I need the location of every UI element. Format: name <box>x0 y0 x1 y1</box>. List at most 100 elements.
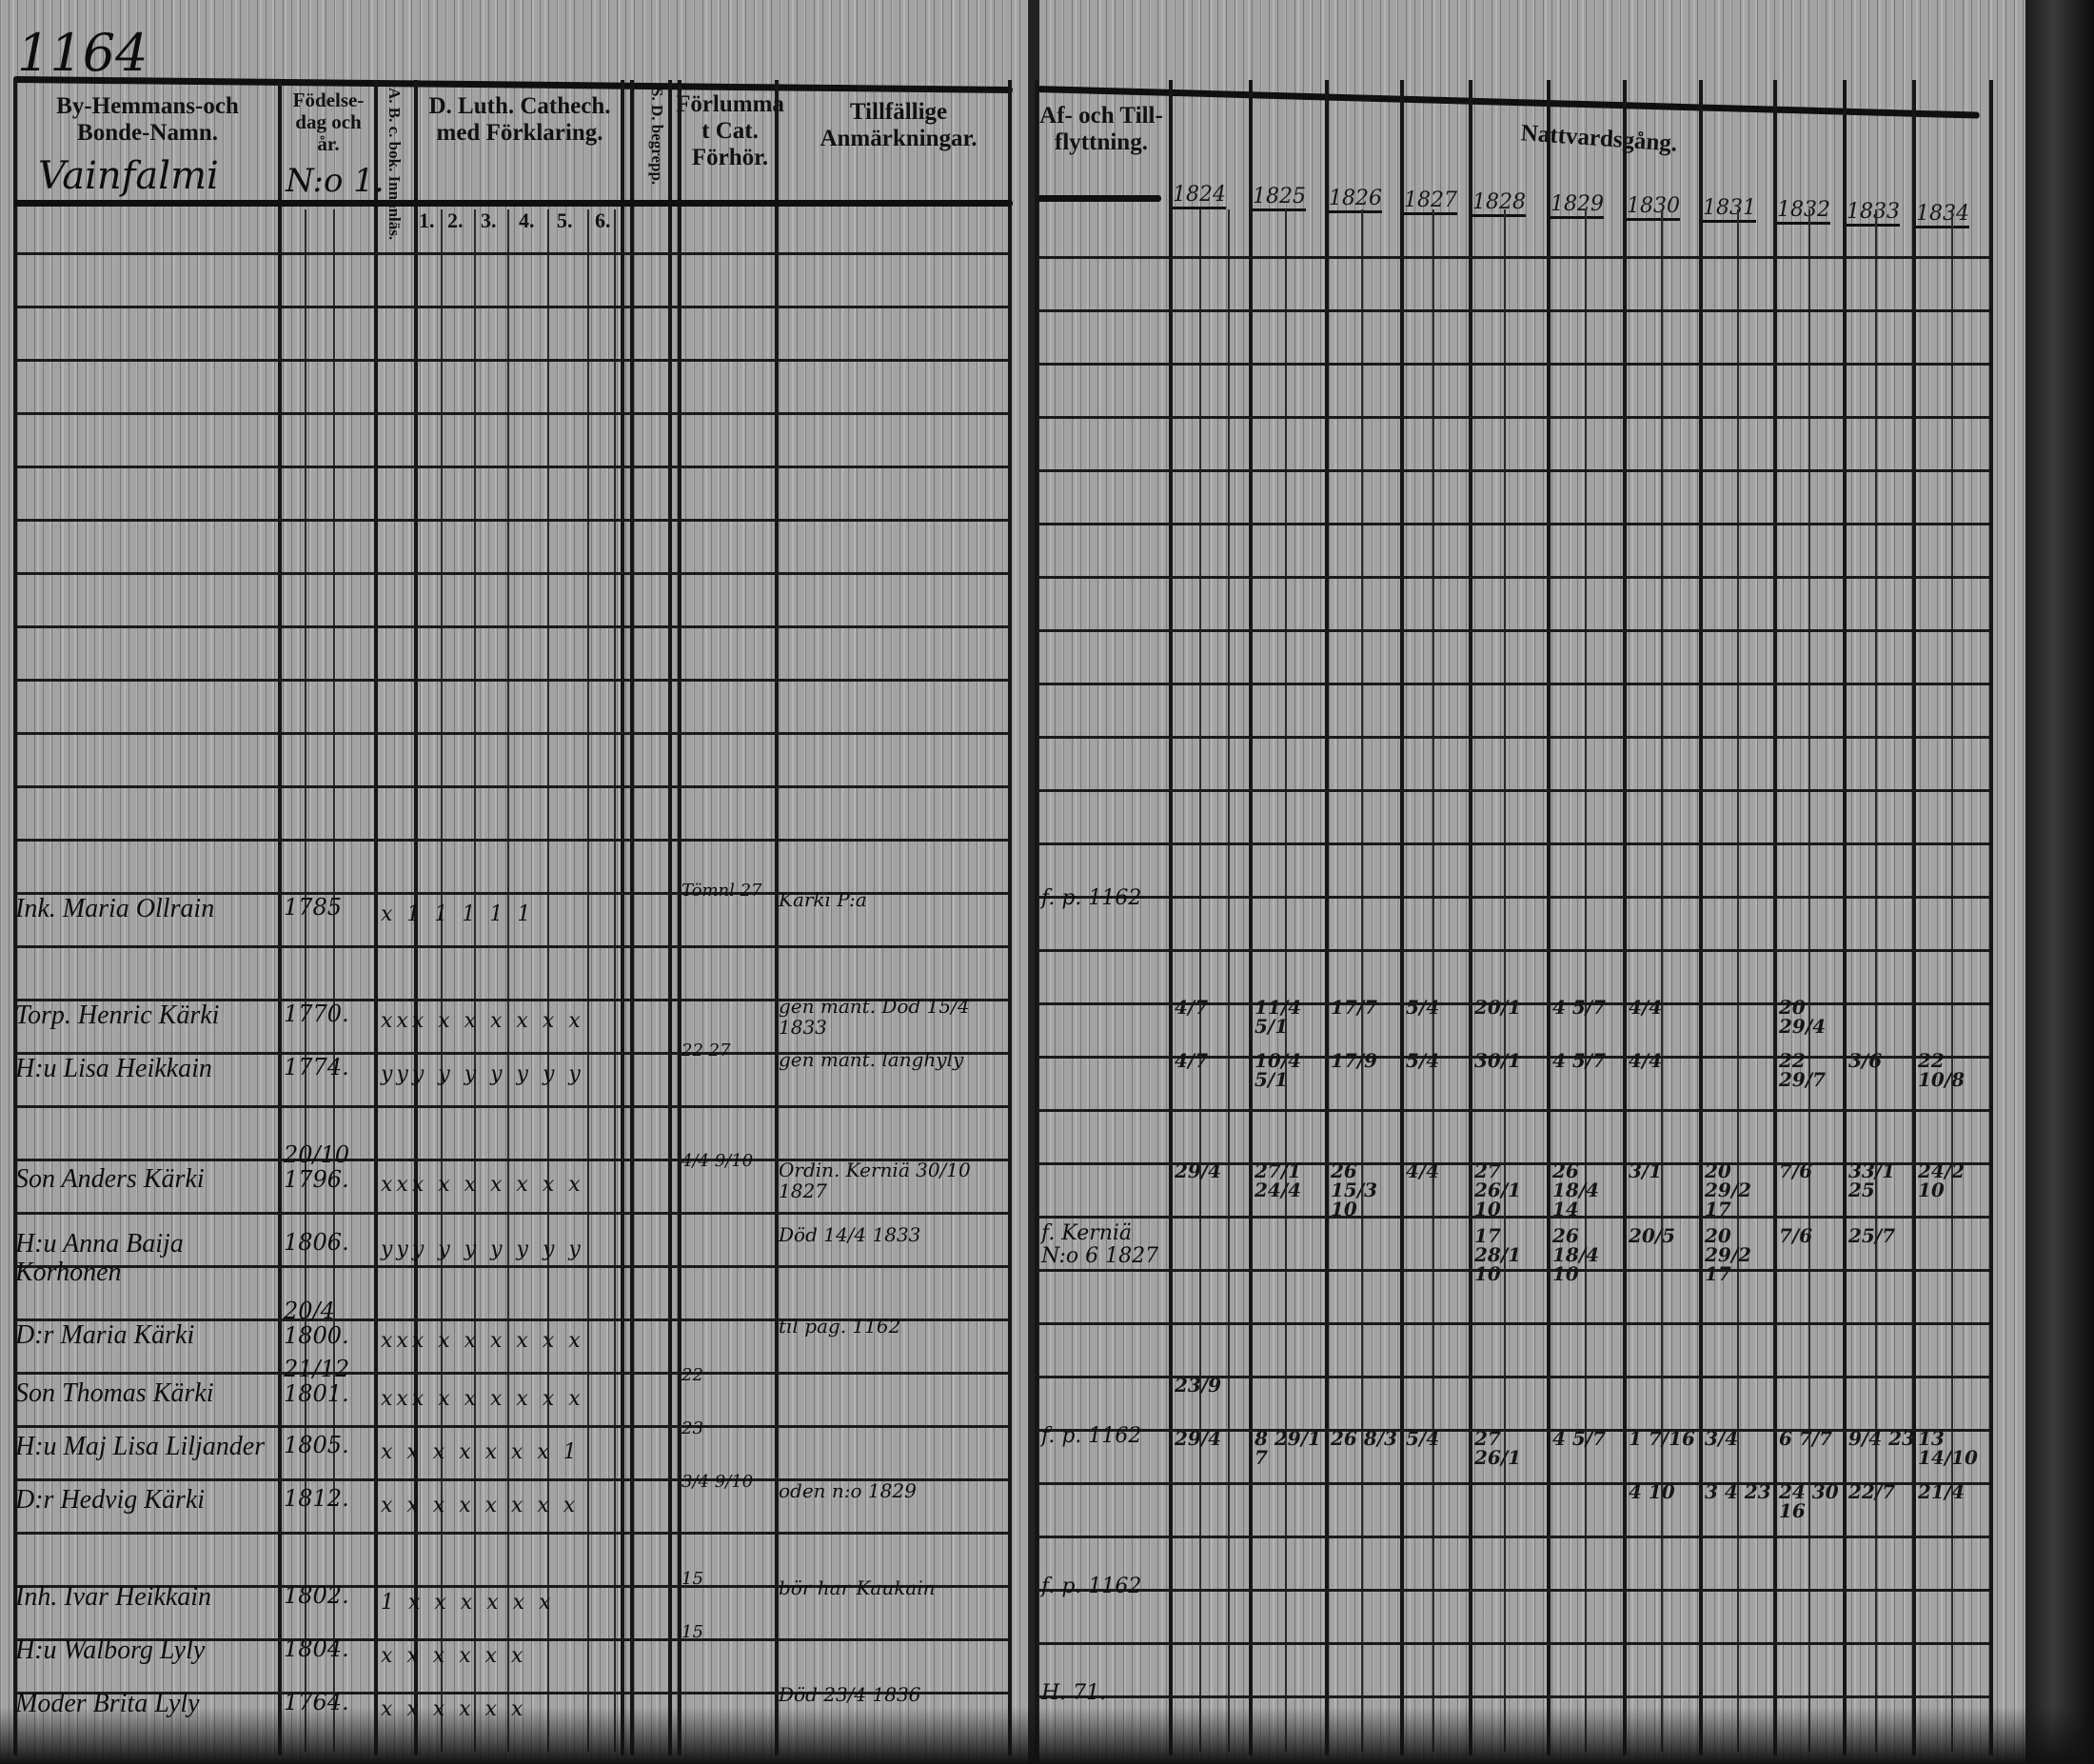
column-rule <box>1623 80 1627 1755</box>
column-rule <box>1249 80 1253 1755</box>
header-moving: Af- och Till-flyttning. <box>1039 103 1163 155</box>
row-rule <box>13 839 1008 842</box>
remark: oden n:o 1829 <box>779 1479 917 1502</box>
row-rule <box>13 1372 1008 1375</box>
catechism-subcol-label: 1. <box>419 208 435 232</box>
column-subrule <box>474 209 476 1752</box>
row-rule <box>13 999 1008 1001</box>
row-rule <box>1037 416 1989 419</box>
catechism-subcol-label: 4. <box>519 208 535 232</box>
row-rule <box>13 252 1008 255</box>
column-subrule <box>1737 209 1739 1752</box>
column-rule <box>775 80 779 1755</box>
column-rule <box>1325 80 1329 1755</box>
catechism-marks: x x x x x x x 1 <box>381 1440 581 1464</box>
row-rule <box>1037 256 1989 259</box>
header-catechism: D. Luth. Cathech. med Förklaring. <box>428 93 611 146</box>
communion-date: 9/4 23 <box>1848 1427 1915 1450</box>
column-subrule <box>547 209 549 1752</box>
row-rule <box>1037 896 1989 899</box>
column-rule <box>1843 80 1847 1755</box>
column-rule <box>621 80 624 1755</box>
communion-date: 7/6 <box>1779 1224 1813 1247</box>
communion-date: 26 18/4 14 <box>1552 1159 1600 1220</box>
column-subrule <box>507 209 509 1752</box>
column-rule <box>668 80 672 1755</box>
row-rule <box>13 1052 1008 1055</box>
remark: Kärki P:a <box>779 888 867 911</box>
catechism-marks: x x x x x x <box>381 1644 527 1668</box>
communion-date: 30/1 <box>1474 1049 1522 1072</box>
communion-date: 6 7/7 <box>1779 1427 1833 1450</box>
communion-date: 8 29/1 7 <box>1254 1427 1321 1469</box>
row-rule <box>1037 1002 1989 1005</box>
column-subrule <box>1585 209 1587 1752</box>
communion-date: 20/1 <box>1474 996 1522 1019</box>
row-rule <box>13 1478 1008 1481</box>
person-name: Son Anders Kärki <box>15 1164 205 1194</box>
person-name: Inh. Ivar Heikkain <box>15 1582 212 1612</box>
communion-date: 22 10/8 <box>1918 1049 1966 1091</box>
row-rule <box>13 306 1008 308</box>
forhor-note: Tömnl 27 <box>682 881 762 901</box>
communion-date: 21/4 <box>1918 1480 1966 1503</box>
row-rule <box>1037 1482 1989 1485</box>
column-rule <box>678 80 682 1755</box>
column-subrule <box>1228 209 1230 1752</box>
household-number: N:o 1. <box>286 162 385 200</box>
column-subrule <box>441 209 443 1752</box>
catechism-marks: xxx x x x x x x <box>381 1009 584 1033</box>
communion-date: 3/4 <box>1705 1427 1739 1450</box>
row-rule <box>13 1585 1008 1588</box>
communion-date: 29/4 <box>1175 1427 1222 1450</box>
header-abc: A. B. c. bok. Innanläs. <box>385 88 404 241</box>
birth-date: 1774. <box>284 1054 349 1080</box>
birth-date: 21/12 1801. <box>284 1356 350 1407</box>
column-rule <box>1008 80 1012 1755</box>
row-rule <box>13 892 1008 895</box>
remark: til pag. 1162 <box>779 1315 901 1338</box>
birth-date: 1785 <box>284 894 343 921</box>
column-rule <box>1699 80 1703 1755</box>
forhor-note: 23 <box>682 1418 703 1438</box>
right-page <box>1037 0 2027 1764</box>
row-rule <box>13 412 1008 415</box>
communion-date: 27/1 24/4 <box>1254 1159 1302 1201</box>
column-subrule <box>1432 209 1434 1752</box>
communion-date: 10/4 5/1 <box>1254 1049 1302 1091</box>
row-rule <box>1037 1269 1989 1272</box>
remark: gen mant. länghyly <box>779 1048 964 1071</box>
column-subrule <box>587 209 589 1752</box>
row-rule <box>1037 1056 1989 1059</box>
moving-note: f. p. 1162 <box>1041 886 1142 910</box>
person-name: Ink. Maria Ollrain <box>15 894 215 923</box>
person-name: D:r Maria Kärki <box>15 1320 195 1350</box>
column-rule <box>1400 80 1404 1755</box>
column-rule <box>1035 80 1038 1755</box>
book-edge <box>2025 0 2094 1764</box>
communion-year-label: 1824 <box>1173 183 1226 209</box>
person-name: Torp. Henric Kärki <box>15 1001 220 1030</box>
communion-date: 27 26/1 <box>1474 1427 1522 1469</box>
communion-year-label: 1825 <box>1253 185 1306 211</box>
birth-date: 20/10 1796. <box>284 1141 350 1193</box>
row-rule <box>13 1159 1008 1161</box>
communion-date: 11/4 5/1 <box>1254 996 1302 1038</box>
remark: gen mant. Död 15/4 1833 <box>779 995 970 1039</box>
column-subrule <box>1285 209 1287 1752</box>
forhor-note: 15 <box>682 1622 703 1642</box>
column-rule <box>1169 80 1173 1755</box>
person-name: H:u Anna Baija Korhonen <box>15 1229 184 1287</box>
row-rule <box>1037 789 1989 792</box>
row-rule <box>1037 683 1989 685</box>
column-rule <box>374 80 378 1755</box>
column-rule <box>630 80 634 1755</box>
column-subrule <box>1199 209 1201 1752</box>
communion-year-label: 1832 <box>1777 198 1830 225</box>
communion-date: 4 5/7 <box>1552 996 1607 1019</box>
row-rule <box>1037 1162 1989 1165</box>
communion-date: 4/7 <box>1175 1049 1209 1072</box>
page-number: 1164 <box>17 23 148 83</box>
birth-date: 1770. <box>284 1001 349 1027</box>
communion-date: 22/7 <box>1848 1480 1896 1503</box>
